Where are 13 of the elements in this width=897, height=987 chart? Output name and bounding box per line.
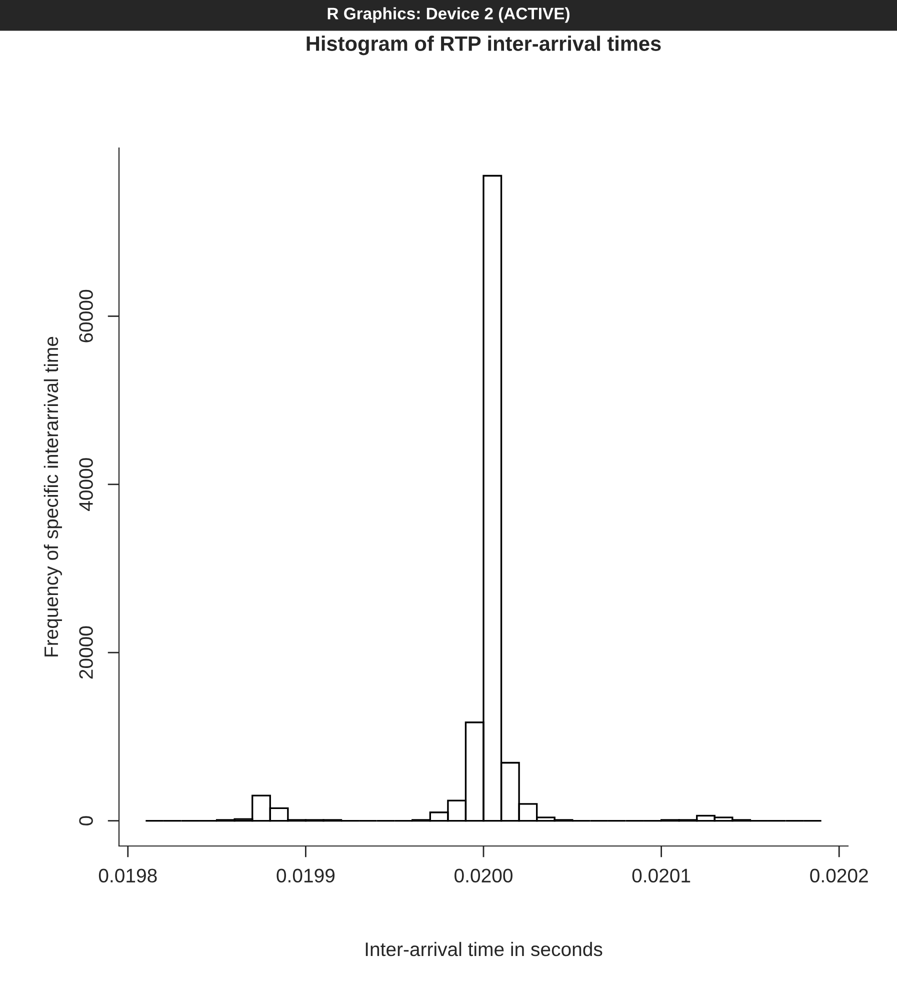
y-tick-label: 0 [79, 816, 93, 826]
chart-title: Histogram of RTP inter-arrival times [306, 36, 661, 56]
y-axis-title: Frequency of specific interarrival time [44, 336, 62, 656]
x-tick-label: 0.0198 [98, 868, 157, 883]
y-tick-label: 40000 [79, 458, 93, 511]
x-tick-label: 0.0202 [810, 868, 868, 883]
text: R Graphics: Device 2 (ACTIVE) [328, 7, 570, 23]
y-tick-label: 60000 [79, 290, 93, 342]
x-tick-label: 0.0200 [454, 868, 512, 883]
x-tick-label: 0.0201 [632, 868, 690, 883]
x-tick-label: 0.0199 [276, 868, 335, 883]
y-tick-label: 20000 [79, 626, 93, 679]
x-axis-title: Inter-arrival time in seconds [366, 942, 602, 956]
